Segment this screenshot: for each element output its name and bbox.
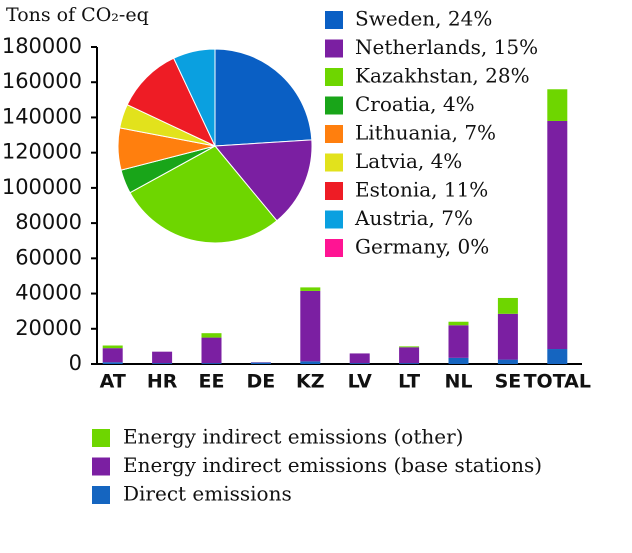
bar-segment [399, 346, 420, 348]
y-tick-label: 80000 [15, 210, 82, 234]
bar-segment [547, 120, 568, 350]
y-tick-label: 40000 [15, 281, 82, 305]
y-tick-label: 140000 [2, 104, 82, 128]
bar-segment [102, 345, 123, 349]
bar-segment [497, 297, 518, 314]
x-tick-label: TOTAL [524, 371, 591, 393]
legend-label: Direct emissions [123, 482, 292, 506]
x-tick-label: LV [348, 371, 372, 393]
x-tick-label: LT [398, 371, 420, 393]
x-tick-label: NL [444, 371, 472, 393]
y-tick-label: 180000 [2, 34, 82, 58]
bar-segment [102, 348, 123, 363]
legend-label: Austria, 7% [354, 206, 473, 230]
pie-slice [129, 145, 278, 244]
pie-slice [214, 48, 313, 147]
legend-label: Croatia, 4% [355, 92, 475, 116]
bar-segment [300, 287, 321, 291]
legend-swatch [92, 457, 110, 476]
legend-swatch [325, 153, 343, 172]
bar-segment [300, 361, 321, 364]
bar-segment [399, 363, 420, 364]
bar-segment [448, 321, 469, 326]
bar-segment [448, 357, 469, 364]
y-axis-label: Tons of CO₂-eq [6, 4, 149, 26]
legend-label: Lithuania, 7% [355, 121, 496, 145]
bar-segment [201, 337, 222, 364]
legend-label: Sweden, 24% [355, 7, 492, 31]
legend-label: Energy indirect emissions (base stations… [123, 453, 542, 477]
x-tick-label: AT [100, 371, 126, 393]
bar-segment [448, 325, 469, 358]
y-tick-label: 160000 [2, 69, 82, 93]
legend-swatch [92, 429, 110, 447]
bar-segment [152, 363, 173, 364]
legend-swatch [325, 182, 343, 200]
legend-swatch [325, 11, 343, 29]
legend-label: Energy indirect emissions (other) [123, 425, 463, 449]
x-tick-label: KZ [296, 371, 325, 393]
legend-label: Netherlands, 15% [355, 35, 538, 59]
legend-swatch [325, 39, 343, 58]
y-tick-label: 0 [69, 351, 82, 375]
legend-label: Kazakhstan, 28% [355, 64, 530, 88]
y-tick-label: 100000 [2, 175, 82, 199]
x-tick-label: HR [147, 371, 178, 393]
legend-swatch [325, 239, 343, 257]
bar-segment [399, 347, 420, 364]
bar-segment [250, 362, 271, 364]
x-tick-label: SE [495, 371, 522, 393]
bar-segment [349, 363, 370, 364]
pie-slice [126, 57, 217, 148]
x-tick-label: EE [199, 371, 225, 393]
legend-label: Latvia, 4% [355, 149, 462, 173]
legend-swatch [325, 210, 343, 229]
legend-label: Estonia, 11% [355, 178, 488, 202]
y-tick-label: 120000 [2, 140, 82, 164]
bar-segment [349, 353, 370, 364]
bar-segment [497, 313, 518, 360]
bar-segment [152, 351, 173, 364]
bar-segment [102, 362, 123, 364]
bar-segment [547, 349, 568, 364]
y-tick-label: 20000 [15, 316, 82, 340]
bar-segment [201, 333, 222, 338]
bar-segment [547, 89, 568, 121]
legend-swatch [325, 125, 343, 143]
legend-swatch [92, 486, 110, 504]
pie-slice [213, 139, 313, 222]
bar-segment [300, 290, 321, 362]
bar-segment [497, 359, 518, 364]
legend-label: Germany, 0% [355, 235, 489, 259]
legend-swatch [325, 68, 343, 86]
x-tick-label: DE [247, 371, 276, 393]
legend-swatch [325, 96, 343, 115]
y-tick-label: 60000 [15, 245, 82, 269]
bar-segment [201, 363, 222, 364]
